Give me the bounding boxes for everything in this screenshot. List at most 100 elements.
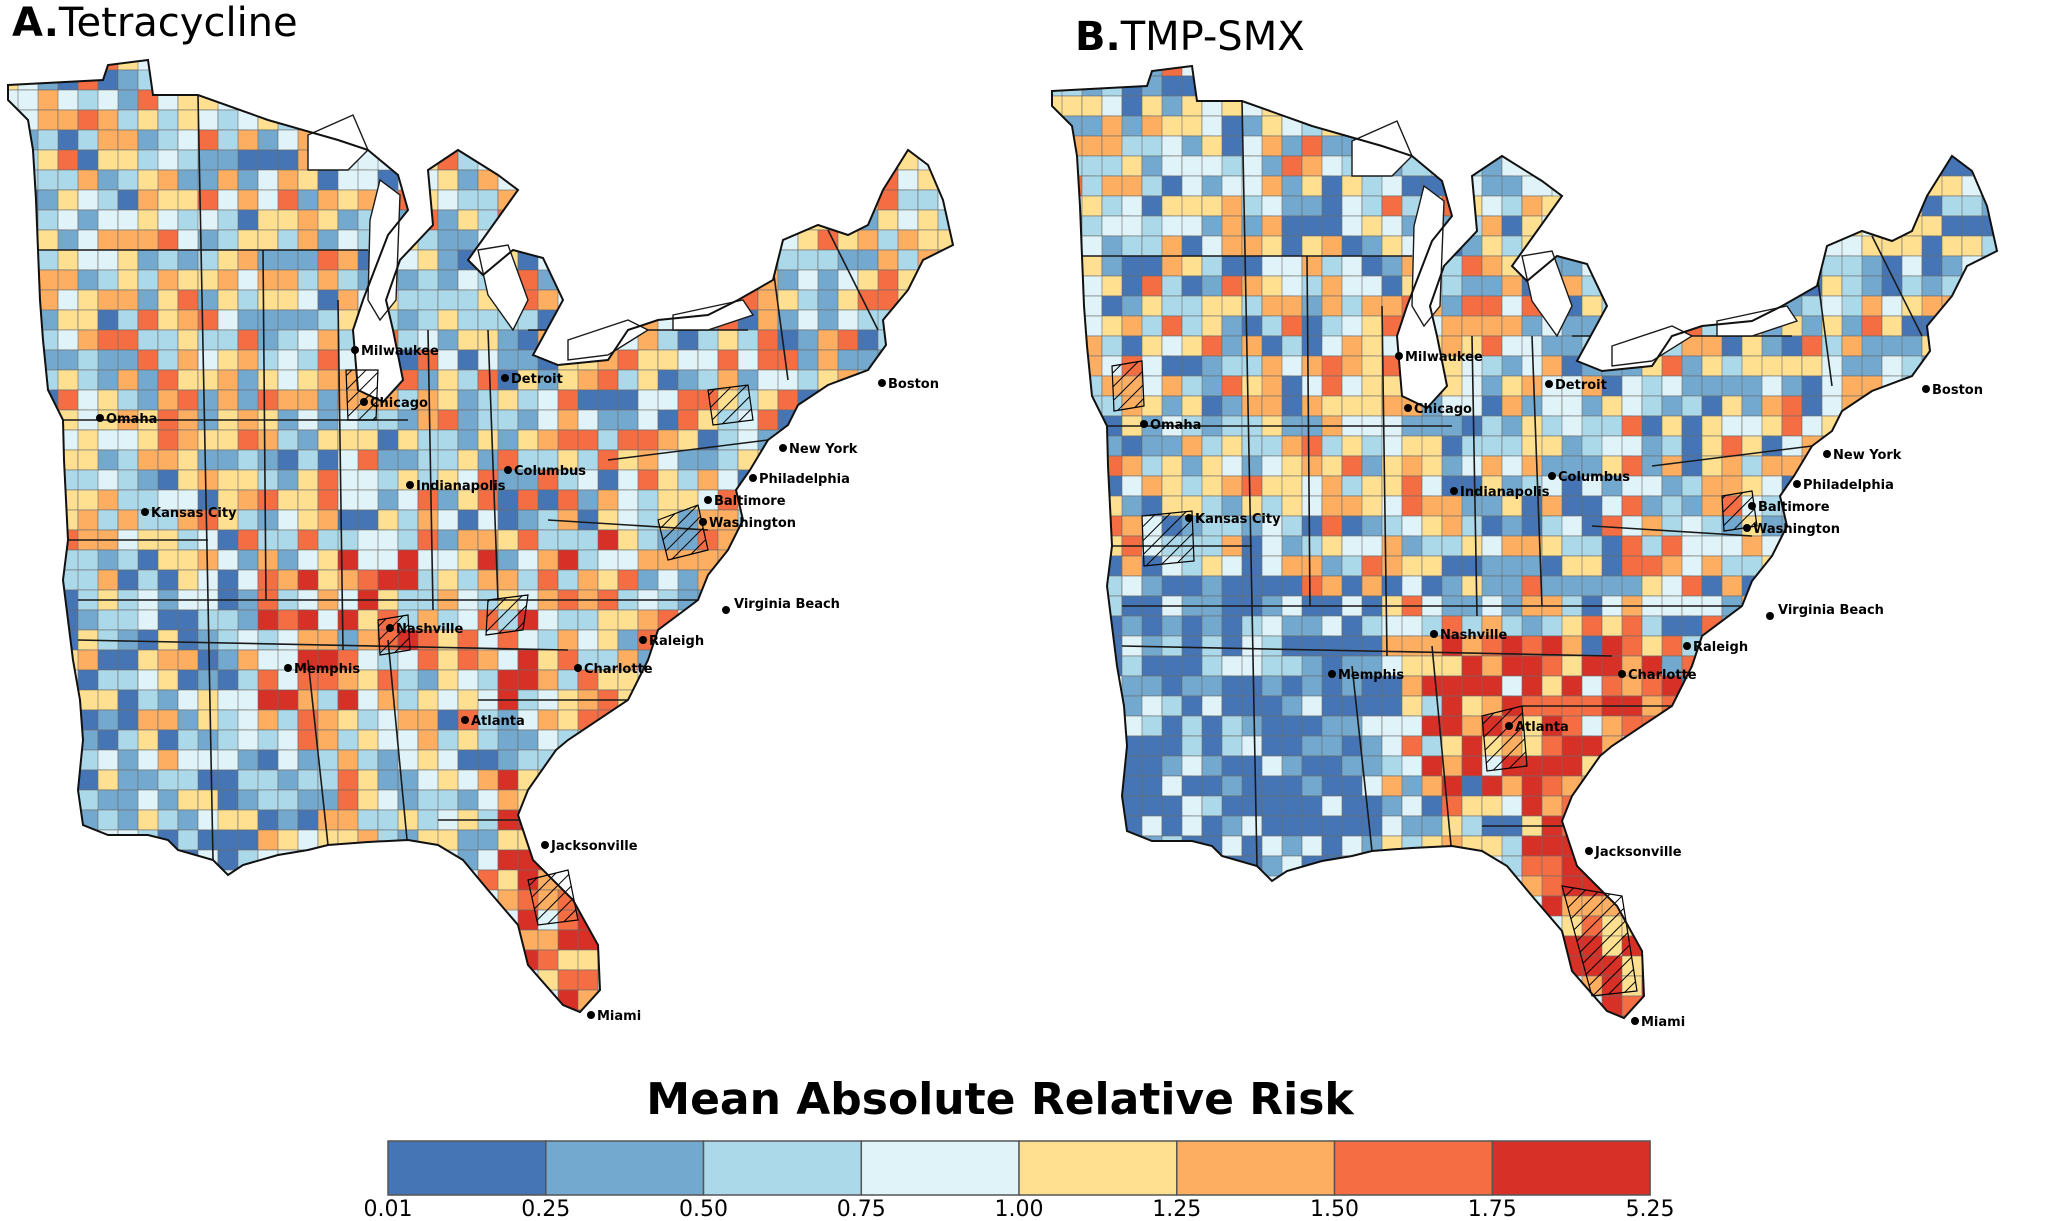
region (1221, 475, 1243, 497)
region (1501, 175, 1523, 197)
region (117, 149, 139, 171)
region (157, 389, 179, 411)
region (297, 489, 319, 511)
region (1201, 335, 1223, 357)
region (777, 389, 799, 411)
region (1361, 615, 1383, 637)
region (1441, 795, 1463, 817)
map-b-outline (1051, 64, 1999, 1020)
region (1581, 635, 1603, 657)
hatched-region (707, 384, 754, 426)
region (317, 489, 339, 511)
region (237, 289, 259, 311)
region (697, 349, 719, 371)
region (1461, 415, 1483, 437)
region (1921, 215, 1943, 237)
region (1621, 735, 1643, 757)
region (1581, 775, 1613, 797)
region (257, 169, 279, 191)
region (617, 389, 639, 411)
region (1521, 315, 1543, 337)
region (1281, 135, 1303, 157)
region (1421, 675, 1443, 697)
region (1841, 315, 1863, 337)
region (897, 189, 919, 211)
region (357, 669, 379, 691)
region (237, 169, 259, 191)
city-label: Charlotte (1628, 668, 1697, 683)
state-border (207, 599, 214, 861)
region (1081, 335, 1103, 357)
region (497, 509, 519, 531)
region (437, 529, 459, 551)
map-b: Milwaukee Detroit Boston Omaha Chicago New Yo… (1051, 64, 1999, 1030)
region (197, 769, 219, 791)
hatched-region (1141, 510, 1195, 567)
region (1541, 675, 1563, 697)
panel-b-letter: B. (1075, 14, 1121, 60)
region (1641, 415, 1663, 437)
region (1681, 395, 1703, 417)
legend-tick-label: 1.75 (1468, 1197, 1517, 1221)
region (1281, 475, 1303, 497)
region (1361, 395, 1383, 417)
region (1401, 515, 1423, 537)
region (317, 389, 339, 411)
region (857, 209, 879, 231)
region (197, 729, 219, 751)
region (597, 429, 619, 451)
region (1981, 255, 1997, 277)
region (177, 449, 199, 471)
region (97, 229, 119, 251)
region (417, 209, 439, 231)
region (37, 329, 59, 351)
region (277, 169, 299, 191)
region (1341, 515, 1363, 537)
state-border (1381, 305, 1388, 657)
region (197, 689, 219, 711)
region (57, 249, 79, 271)
region (1481, 215, 1503, 237)
city-marker (1545, 380, 1553, 388)
region (1921, 355, 1953, 377)
region (1861, 295, 1883, 317)
region (857, 329, 879, 351)
region (1321, 295, 1343, 317)
panel-b: B.TMP-SMX Milwaukee Detroit Boston Omaha Chi… (1051, 14, 1999, 1030)
region (1701, 435, 1723, 457)
region (137, 829, 159, 851)
region (1241, 655, 1263, 677)
region (1221, 375, 1243, 397)
region (1461, 455, 1483, 477)
region (377, 669, 399, 691)
region (1221, 755, 1243, 777)
city-marker (1140, 420, 1148, 428)
region (77, 309, 99, 331)
region (1281, 755, 1303, 777)
region (1781, 375, 1803, 397)
region (77, 329, 99, 351)
legend-tick-label: 0.01 (364, 1197, 413, 1221)
region (1201, 355, 1223, 377)
region (1781, 415, 1803, 437)
region (1261, 555, 1283, 577)
region (77, 389, 99, 411)
region (1461, 795, 1483, 817)
region (217, 809, 239, 831)
region (357, 169, 379, 191)
region (197, 849, 219, 871)
region (1341, 475, 1363, 497)
region (297, 369, 319, 391)
region (457, 389, 479, 411)
region (237, 629, 259, 651)
region (1381, 835, 1403, 857)
region (577, 569, 599, 591)
region (1421, 515, 1443, 537)
region (37, 209, 59, 231)
map-b-regions (1052, 66, 1997, 1018)
region (117, 709, 139, 731)
region (397, 569, 419, 591)
region (1261, 115, 1283, 137)
region (77, 509, 99, 531)
region (97, 649, 119, 671)
